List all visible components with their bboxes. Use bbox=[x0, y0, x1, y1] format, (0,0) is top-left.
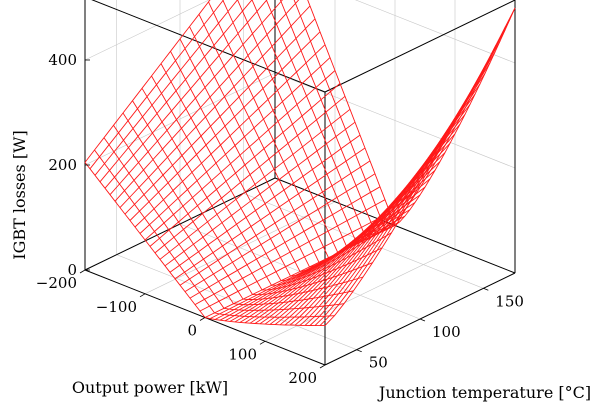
mesh-line-x bbox=[319, 18, 511, 326]
x-tick bbox=[79, 269, 86, 274]
x-tick bbox=[139, 293, 146, 298]
mesh-line-x bbox=[234, 186, 426, 323]
grid-line bbox=[84, 72, 276, 166]
mesh-line-y bbox=[189, 26, 430, 268]
mesh-line-x bbox=[139, 57, 331, 234]
x-axis-label: Output power [kW] bbox=[72, 378, 228, 397]
mesh-line-x bbox=[144, 70, 336, 241]
y-tick-label: 150 bbox=[495, 292, 524, 310]
x-tick-label: 200 bbox=[288, 369, 317, 387]
mesh-line-x bbox=[84, 0, 211, 163]
mesh-line-x bbox=[159, 108, 351, 260]
y-tick bbox=[356, 349, 362, 353]
grid-lines bbox=[84, 0, 516, 366]
x-tick bbox=[259, 340, 266, 345]
mesh-line-x bbox=[164, 121, 356, 267]
mesh-line-y bbox=[237, 0, 468, 250]
mesh-line-x bbox=[129, 31, 321, 221]
mesh-line-x bbox=[324, 7, 516, 326]
x-tick bbox=[319, 364, 326, 369]
x-tick-label: 100 bbox=[228, 345, 257, 363]
mesh-line-x bbox=[104, 0, 268, 189]
y-tick-label: 100 bbox=[432, 323, 461, 341]
axes-box bbox=[84, 0, 516, 366]
y-tick bbox=[419, 318, 426, 322]
grid-line bbox=[84, 0, 210, 61]
mesh-line-x bbox=[99, 0, 253, 183]
mesh-line-x bbox=[169, 134, 361, 273]
grid-line bbox=[355, 0, 516, 64]
mesh-line-x bbox=[114, 0, 300, 202]
mesh-line-y bbox=[179, 38, 421, 273]
mesh-line-x bbox=[239, 178, 431, 323]
mesh-line-x bbox=[194, 199, 386, 305]
mesh-line-x bbox=[89, 0, 224, 170]
mesh-line-x bbox=[134, 44, 326, 228]
tick-labels: −200 −100 0 100 200 50 100 150 0 200 400 bbox=[36, 51, 524, 387]
mesh-line-x bbox=[124, 18, 316, 215]
mesh-line-x bbox=[259, 142, 451, 325]
mesh-line-x bbox=[214, 215, 406, 320]
mesh-line-x bbox=[174, 147, 366, 280]
mesh-line-x bbox=[254, 152, 446, 324]
surface-mesh bbox=[84, 0, 516, 327]
y-tick-label: 50 bbox=[369, 354, 388, 372]
mesh-line-y bbox=[251, 0, 478, 245]
y-axis-label: Junction temperature [°C] bbox=[377, 383, 591, 402]
mesh-line-y bbox=[265, 0, 487, 240]
z-tick-label: 0 bbox=[67, 261, 77, 279]
mesh-line-y bbox=[208, 1, 449, 259]
x-tick-label: −100 bbox=[96, 298, 137, 316]
mesh-line-x bbox=[109, 0, 283, 195]
box-edge bbox=[324, 0, 516, 93]
y-tick bbox=[483, 287, 489, 291]
z-tick-label: 400 bbox=[48, 51, 77, 69]
z-axis-label: IGBT losses [W] bbox=[10, 130, 29, 259]
mesh-line-x bbox=[94, 0, 238, 176]
x-tick-label: −200 bbox=[36, 274, 77, 292]
x-tick bbox=[199, 317, 206, 321]
mesh-line-x bbox=[154, 95, 346, 254]
mesh-line-x bbox=[119, 5, 311, 208]
mesh-line-x bbox=[149, 83, 341, 247]
z-tick-label: 200 bbox=[48, 156, 77, 174]
mesh-line-x bbox=[189, 186, 381, 299]
mesh-line-x bbox=[199, 212, 391, 312]
mesh-line-x bbox=[184, 173, 376, 292]
mesh-line-x bbox=[179, 160, 371, 286]
tick-marks bbox=[79, 59, 489, 369]
x-tick-label: 0 bbox=[187, 322, 197, 340]
